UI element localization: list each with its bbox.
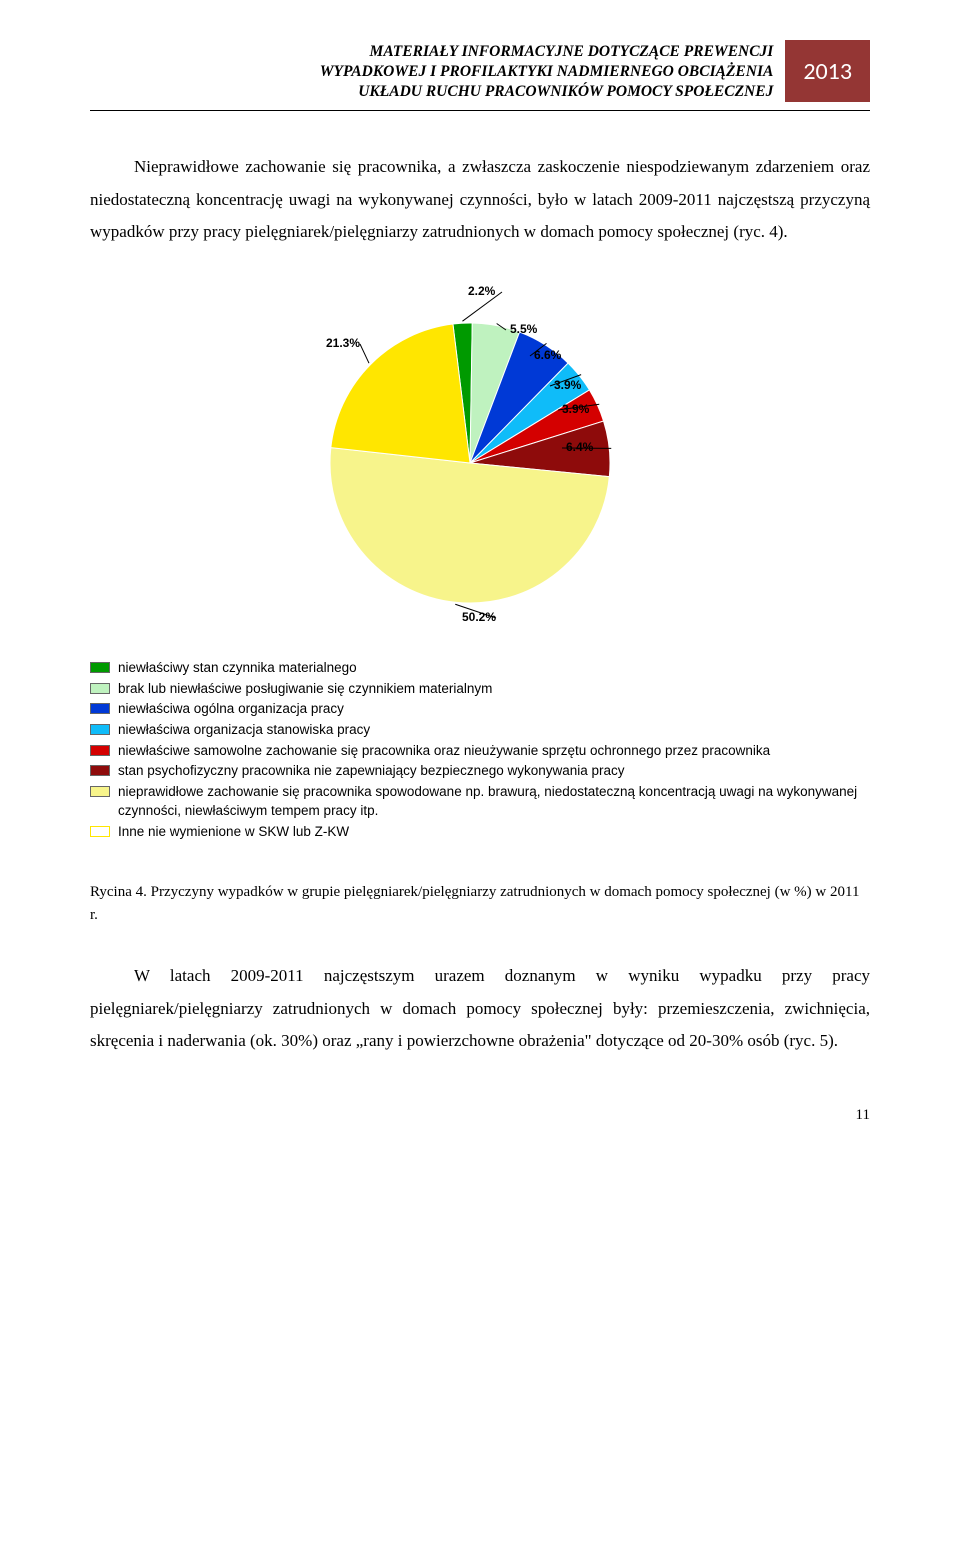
paragraph-1-text: Nieprawidłowe zachowanie się pracownika,… bbox=[90, 151, 870, 248]
paragraph-2: W latach 2009-2011 najczęstszym urazem d… bbox=[90, 960, 870, 1057]
legend-text-0: niewłaściwy stan czynnika materialnego bbox=[118, 658, 870, 678]
leader-line-7 bbox=[360, 344, 369, 363]
header-rule bbox=[90, 110, 870, 111]
legend-text-5: stan psychofizyczny pracownika nie zapew… bbox=[118, 761, 870, 781]
pie-chart-container: 2.2% 5.5% 6.6% 3.9% 3.9% 6.4% 50.2% 21.3% bbox=[90, 278, 870, 638]
legend-text-3: niewłaściwa organizacja stanowiska pracy bbox=[118, 720, 870, 740]
legend-swatch-7 bbox=[90, 826, 110, 837]
legend-row-0: niewłaściwy stan czynnika materialnego bbox=[90, 658, 870, 678]
year-text: 2013 bbox=[803, 57, 852, 86]
paragraph-1: Nieprawidłowe zachowanie się pracownika,… bbox=[90, 151, 870, 248]
pie-label-7: 21.3% bbox=[326, 336, 360, 350]
legend-text-7: Inne nie wymienione w SKW lub Z-KW bbox=[118, 822, 870, 842]
legend-swatch-0 bbox=[90, 662, 110, 673]
legend-row-1: brak lub niewłaściwe posługiwanie się cz… bbox=[90, 679, 870, 699]
pie-label-1: 5.5% bbox=[510, 322, 537, 336]
page-header: MATERIAŁY INFORMACYJNE DOTYCZĄCE PREWENC… bbox=[90, 40, 870, 102]
year-badge: 2013 bbox=[785, 40, 870, 102]
legend-swatch-2 bbox=[90, 703, 110, 714]
header-title: MATERIAŁY INFORMACYJNE DOTYCZĄCE PREWENC… bbox=[90, 40, 785, 102]
legend-text-2: niewłaściwa ogólna organizacja pracy bbox=[118, 699, 870, 719]
legend-swatch-5 bbox=[90, 765, 110, 776]
pie-label-4: 3.9% bbox=[562, 402, 589, 416]
paragraph-2-text: W latach 2009-2011 najczęstszym urazem d… bbox=[90, 960, 870, 1057]
pie-legend: niewłaściwy stan czynnika materialnegobr… bbox=[90, 658, 870, 841]
legend-swatch-1 bbox=[90, 683, 110, 694]
header-line-2: WYPADKOWEJ I PROFILAKTYKI NADMIERNEGO OB… bbox=[320, 63, 774, 80]
figure-caption: Rycina 4. Przyczyny wypadków w grupie pi… bbox=[90, 881, 870, 926]
legend-text-6: nieprawidłowe zachowanie się pracownika … bbox=[118, 782, 870, 821]
legend-swatch-3 bbox=[90, 724, 110, 735]
header-line-1: MATERIAŁY INFORMACYJNE DOTYCZĄCE PREWENC… bbox=[370, 43, 774, 60]
pie-svg bbox=[250, 278, 710, 638]
pie-label-3: 3.9% bbox=[554, 378, 581, 392]
legend-text-4: niewłaściwe samowolne zachowanie się pra… bbox=[118, 741, 870, 761]
legend-row-5: stan psychofizyczny pracownika nie zapew… bbox=[90, 761, 870, 781]
legend-row-6: nieprawidłowe zachowanie się pracownika … bbox=[90, 782, 870, 821]
legend-swatch-4 bbox=[90, 745, 110, 756]
header-line-3: UKŁADU RUCHU PRACOWNIKÓW POMOCY SPOŁECZN… bbox=[358, 83, 773, 100]
legend-row-4: niewłaściwe samowolne zachowanie się pra… bbox=[90, 741, 870, 761]
legend-row-2: niewłaściwa ogólna organizacja pracy bbox=[90, 699, 870, 719]
pie-chart: 2.2% 5.5% 6.6% 3.9% 3.9% 6.4% 50.2% 21.3% bbox=[250, 278, 710, 638]
legend-row-7: Inne nie wymienione w SKW lub Z-KW bbox=[90, 822, 870, 842]
pie-label-0: 2.2% bbox=[468, 284, 495, 298]
legend-swatch-6 bbox=[90, 786, 110, 797]
pie-label-5: 6.4% bbox=[566, 440, 593, 454]
page-number: 11 bbox=[90, 1107, 870, 1124]
pie-label-2: 6.6% bbox=[534, 348, 561, 362]
legend-text-1: brak lub niewłaściwe posługiwanie się cz… bbox=[118, 679, 870, 699]
legend-row-3: niewłaściwa organizacja stanowiska pracy bbox=[90, 720, 870, 740]
pie-label-6: 50.2% bbox=[462, 610, 496, 624]
